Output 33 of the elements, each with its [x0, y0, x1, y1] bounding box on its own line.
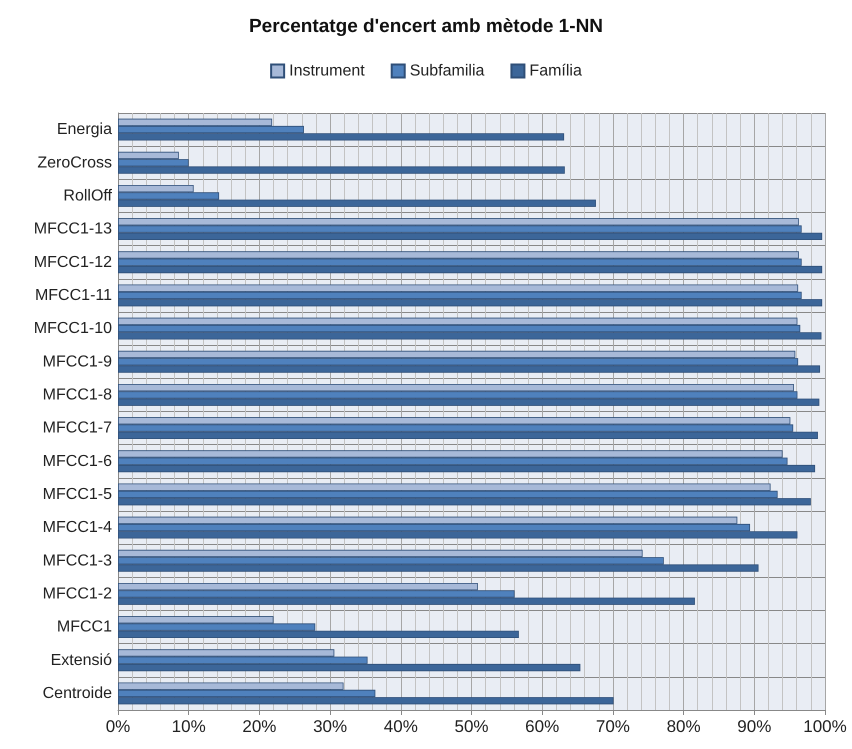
legend-label: Instrument — [289, 62, 366, 80]
y-tick-label: MFCC1-3 — [42, 552, 112, 570]
y-tick-label: MFCC1-5 — [42, 486, 112, 503]
y-tick-label: MFCC1-11 — [34, 286, 112, 304]
y-tick-label: MFCC1 — [56, 618, 112, 636]
y-tick-label: ZeroCross — [37, 154, 112, 172]
x-tick-label: 10% — [172, 717, 206, 736]
x-tick-label: 40% — [384, 717, 418, 736]
y-tick-label: MFCC1-6 — [42, 452, 112, 470]
y-tick-label: MFCC1-10 — [34, 320, 112, 338]
y-tick-label: MFCC1-2 — [42, 585, 112, 602]
x-tick-label: 50% — [454, 717, 489, 736]
y-tick-label: MFCC1-4 — [42, 519, 112, 536]
x-tick-label: 100% — [803, 717, 847, 736]
legend-label: Família — [529, 62, 582, 80]
chart-title: Percentatge d'encert amb mètode 1-NN — [248, 16, 604, 37]
x-tick-label: 90% — [737, 717, 772, 736]
x-tick-label: 70% — [596, 717, 630, 736]
x-tick-label: 0% — [106, 717, 130, 736]
x-tick-label: 20% — [242, 717, 276, 736]
legend-label: Subfamilia — [410, 62, 485, 80]
x-tick-label: 80% — [666, 717, 701, 736]
y-tick-label: MFCC1-13 — [34, 220, 112, 238]
x-tick-label: 60% — [525, 717, 560, 736]
y-tick-label: Centroide — [42, 684, 112, 702]
y-tick-label: MFCC1-12 — [34, 254, 112, 271]
y-tick-label: Energia — [56, 121, 112, 138]
x-tick-label: 30% — [313, 717, 348, 736]
y-tick-label: MFCC1-8 — [42, 386, 112, 404]
y-tick-label: Extensió — [50, 652, 112, 669]
y-tick-label: RollOff — [63, 187, 113, 204]
y-tick-label: MFCC1-7 — [42, 420, 112, 437]
y-tick-label: MFCC1-9 — [42, 353, 112, 370]
